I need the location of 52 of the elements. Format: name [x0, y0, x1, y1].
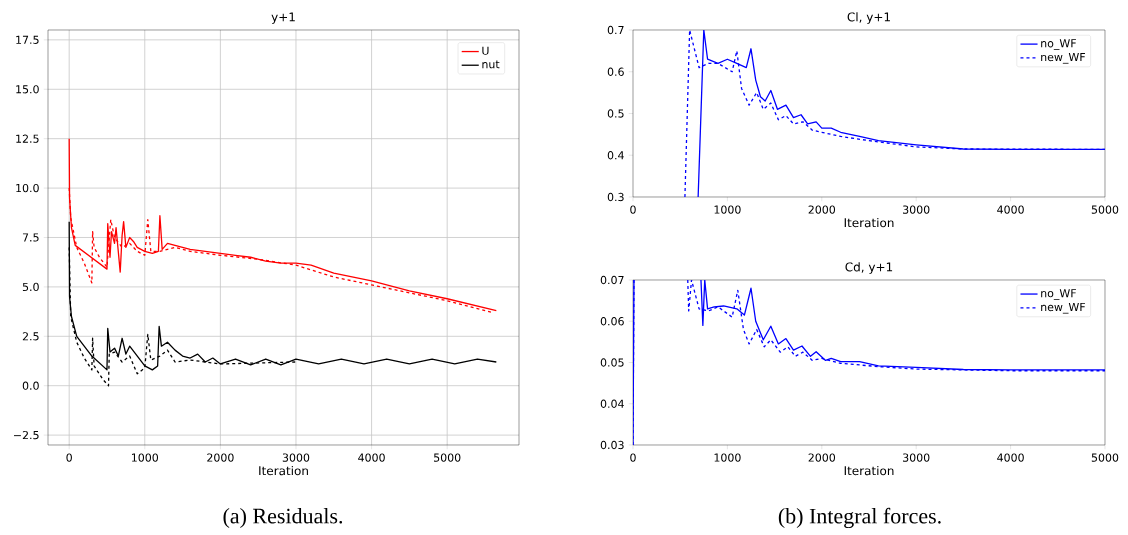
text: (a) Residuals. — [223, 508, 343, 528]
x-tick-label: 1000 — [714, 205, 741, 214]
x-axis-title: Iteration — [259, 465, 308, 476]
y-tick-label: 0.3 — [607, 192, 624, 202]
y-tick-label: 0.7 — [607, 25, 624, 35]
x-tick-label: 5000 — [1091, 205, 1119, 214]
x-tick-label: 1000 — [131, 453, 159, 462]
legend-label: U — [482, 46, 489, 55]
y-tick-label: 0.04 — [600, 399, 624, 408]
y-tick-label: 7.5 — [22, 233, 39, 242]
x-tick-label: 0 — [630, 453, 636, 462]
x-tick-label: 2000 — [808, 205, 836, 214]
x-tick-label: 5000 — [434, 453, 461, 462]
legend-label: new_WF — [1041, 302, 1085, 314]
y-tick-label: 0.0 — [22, 381, 39, 390]
y-tick-label: 2.5 — [22, 332, 39, 341]
y-tick-label: −2.5 — [14, 430, 39, 440]
x-tick-label: 2000 — [207, 453, 234, 462]
y-tick-label: 12.5 — [16, 134, 39, 143]
x-tick-label: 2000 — [808, 453, 836, 462]
chart-title: Cl, y+1 — [847, 12, 890, 24]
x-axis-title: Iteration — [844, 465, 894, 476]
x-tick-label: 0 — [630, 205, 636, 214]
chart-title: y+1 — [271, 12, 295, 24]
legend-label: nut — [482, 60, 500, 69]
y-tick-label: 0.4 — [607, 151, 624, 160]
y-tick-label: 10.0 — [16, 183, 39, 193]
y-tick-label: 5.0 — [22, 282, 39, 292]
y-tick-label: 0.07 — [600, 275, 624, 285]
legend-label: no_WF — [1041, 39, 1076, 50]
text: (b) Integral forces. — [778, 507, 941, 529]
x-tick-label: 0 — [66, 453, 72, 462]
line-series — [68, 138, 497, 312]
x-tick-label: 4000 — [997, 205, 1024, 214]
x-tick-label: 3000 — [903, 453, 930, 462]
y-tick-label: 15.0 — [16, 85, 39, 94]
x-tick-label: 5000 — [1091, 453, 1119, 462]
y-tick-label: 0.6 — [607, 67, 624, 76]
y-tick-label: 0.5 — [607, 109, 624, 118]
x-tick-label: 1000 — [714, 453, 741, 462]
x-tick-label: 4000 — [358, 453, 385, 462]
x-tick-label: 3000 — [903, 205, 930, 214]
legend-label: new_WF — [1041, 53, 1085, 64]
legend-label: no_WF — [1041, 289, 1076, 300]
y-tick-label: 17.5 — [16, 35, 39, 44]
chart-title: Cd, y+1 — [845, 262, 893, 274]
x-axis-title: Iteration — [844, 217, 894, 228]
y-tick-label: 0.06 — [600, 317, 624, 326]
x-tick-label: 4000 — [997, 453, 1024, 462]
y-tick-label: 0.03 — [600, 440, 624, 450]
y-tick-label: 0.05 — [600, 358, 624, 367]
x-tick-label: 3000 — [282, 453, 310, 462]
